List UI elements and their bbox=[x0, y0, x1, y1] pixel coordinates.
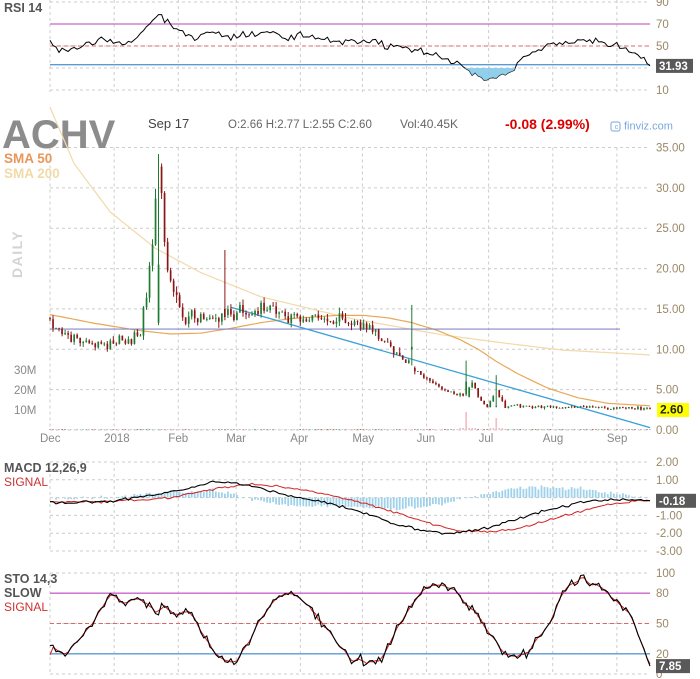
svg-text:30.00: 30.00 bbox=[656, 183, 685, 195]
svg-text:50: 50 bbox=[656, 41, 669, 53]
svg-text:20M: 20M bbox=[14, 385, 36, 397]
svg-text:c: c bbox=[615, 124, 619, 131]
svg-text:May: May bbox=[352, 433, 374, 445]
svg-text:25.00: 25.00 bbox=[656, 223, 685, 235]
svg-text:DAILY: DAILY bbox=[9, 230, 25, 278]
svg-text:Dec: Dec bbox=[40, 433, 61, 445]
svg-text:RSI 14: RSI 14 bbox=[4, 1, 42, 15]
svg-text:90: 90 bbox=[656, 0, 669, 9]
svg-text:SMA 200: SMA 200 bbox=[4, 166, 60, 181]
svg-text:30M: 30M bbox=[14, 365, 36, 377]
svg-text:80: 80 bbox=[656, 588, 669, 600]
svg-text:Vol:40.45K: Vol:40.45K bbox=[400, 117, 458, 131]
svg-text:Sep 17: Sep 17 bbox=[148, 116, 189, 131]
svg-text:MACD 12,26,9: MACD 12,26,9 bbox=[4, 461, 87, 475]
svg-text:35.00: 35.00 bbox=[656, 143, 685, 155]
svg-text:20: 20 bbox=[656, 649, 669, 661]
svg-text:Jun: Jun bbox=[417, 433, 436, 445]
svg-text:10.00: 10.00 bbox=[656, 344, 685, 356]
svg-text:2.00: 2.00 bbox=[656, 457, 678, 469]
svg-text:10M: 10M bbox=[14, 405, 36, 417]
svg-text:Feb: Feb bbox=[168, 433, 188, 445]
svg-text:-1.00: -1.00 bbox=[656, 510, 682, 522]
svg-text:SMA 50: SMA 50 bbox=[4, 151, 52, 166]
svg-text:-2.00: -2.00 bbox=[656, 528, 682, 540]
svg-text:-3.00: -3.00 bbox=[656, 546, 682, 558]
svg-text:Sep: Sep bbox=[607, 433, 627, 445]
svg-text:Mar: Mar bbox=[226, 433, 246, 445]
svg-text:5.00: 5.00 bbox=[656, 385, 678, 397]
svg-text:STO 14,3: STO 14,3 bbox=[4, 572, 57, 586]
svg-text:7.85: 7.85 bbox=[659, 661, 682, 673]
svg-text:O:2.66 H:2.77 L:2.55 C:2.60: O:2.66 H:2.77 L:2.55 C:2.60 bbox=[228, 119, 372, 131]
svg-text:SIGNAL: SIGNAL bbox=[4, 475, 48, 489]
svg-text:100: 100 bbox=[656, 568, 675, 580]
svg-text:Aug: Aug bbox=[543, 433, 563, 445]
svg-text:20.00: 20.00 bbox=[656, 264, 685, 276]
svg-text:Apr: Apr bbox=[290, 433, 308, 445]
svg-text:2018: 2018 bbox=[104, 433, 130, 445]
svg-text:finviz.com: finviz.com bbox=[624, 121, 673, 133]
svg-text:31.93: 31.93 bbox=[659, 61, 688, 73]
svg-text:70: 70 bbox=[656, 19, 669, 31]
svg-text:-0.18: -0.18 bbox=[659, 496, 686, 508]
svg-text:15.00: 15.00 bbox=[656, 304, 685, 316]
svg-text:SIGNAL: SIGNAL bbox=[4, 600, 48, 614]
svg-text:50: 50 bbox=[656, 619, 669, 631]
svg-text:1.00: 1.00 bbox=[656, 475, 678, 487]
svg-text:Jul: Jul bbox=[479, 433, 494, 445]
svg-text:SLOW: SLOW bbox=[4, 586, 42, 600]
svg-text:0.00: 0.00 bbox=[656, 425, 678, 437]
svg-text:10: 10 bbox=[656, 85, 669, 97]
svg-text:2.60: 2.60 bbox=[660, 403, 684, 417]
svg-text:-0.08 (2.99%): -0.08 (2.99%) bbox=[505, 116, 590, 132]
